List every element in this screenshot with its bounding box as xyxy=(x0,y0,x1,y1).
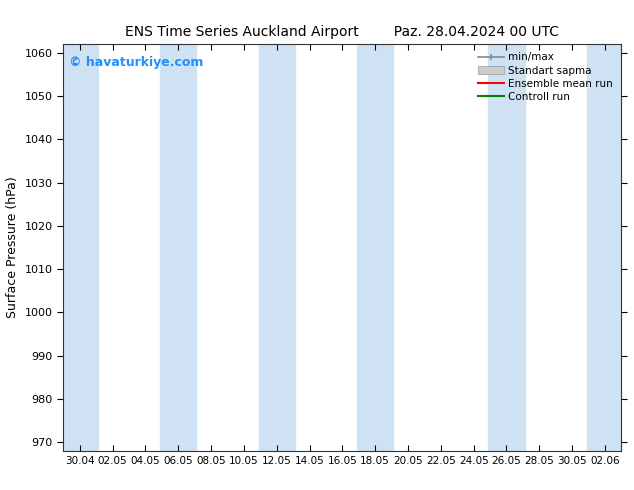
Bar xyxy=(488,44,524,451)
Bar xyxy=(357,44,393,451)
Bar xyxy=(160,44,197,451)
Legend: min/max, Standart sapma, Ensemble mean run, Controll run: min/max, Standart sapma, Ensemble mean r… xyxy=(475,49,616,105)
Y-axis label: Surface Pressure (hPa): Surface Pressure (hPa) xyxy=(6,176,19,318)
Title: ENS Time Series Auckland Airport        Paz. 28.04.2024 00 UTC: ENS Time Series Auckland Airport Paz. 28… xyxy=(126,25,559,39)
Bar xyxy=(587,44,623,451)
Text: © havaturkiye.com: © havaturkiye.com xyxy=(69,56,204,69)
Bar xyxy=(259,44,295,451)
Bar xyxy=(61,44,98,451)
